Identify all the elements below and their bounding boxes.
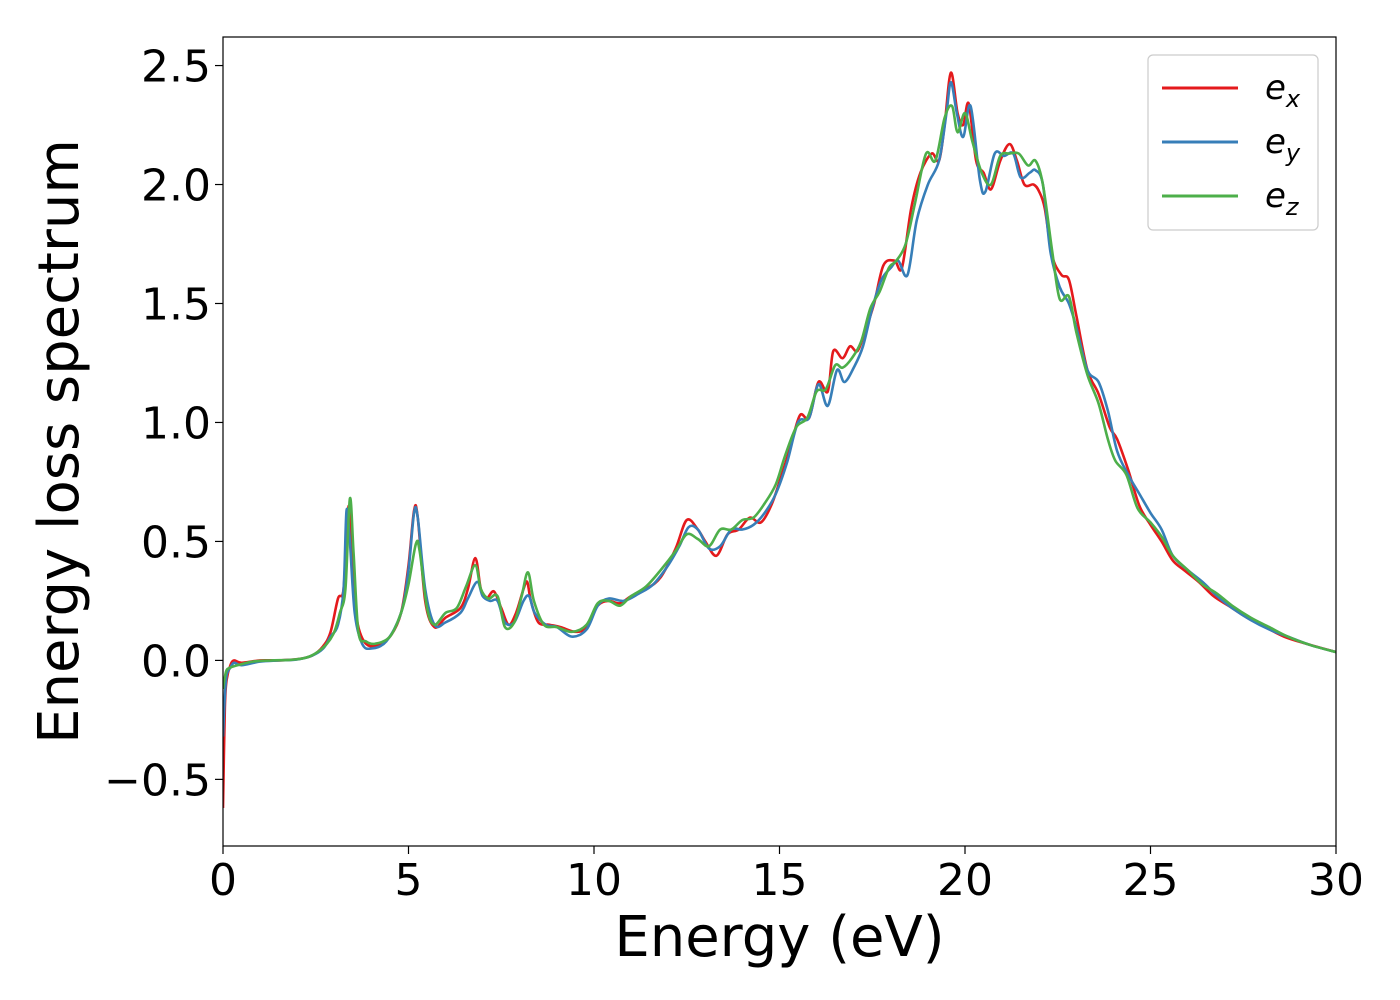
y-axis-ticks: −0.5 0.0 0.5 1.0 1.5 2.0 2.5 [104,42,223,806]
y-tick-label: 2.0 [141,161,211,212]
x-tick-label: 25 [1123,855,1179,906]
series-line-ez [223,104,1336,690]
y-tick-label: 1.0 [141,398,211,449]
y-tick-label: 0.5 [141,517,211,568]
plot-lines [223,71,1336,808]
x-axis-label: Energy (eV) [614,905,944,970]
x-tick-label: 20 [937,855,993,906]
y-axis-label: Energy loss spectrum [27,139,92,744]
x-tick-label: 5 [395,855,423,906]
y-tick-label: 0.0 [141,636,211,687]
y-tick-label: −0.5 [104,755,211,806]
x-tick-label: 15 [752,855,808,906]
x-tick-label: 30 [1308,855,1364,906]
y-tick-label: 2.5 [141,42,211,93]
x-axis-ticks: 0 5 10 15 20 25 30 [209,846,1364,906]
y-tick-label: 1.5 [141,279,211,330]
x-tick-label: 0 [209,855,237,906]
x-tick-label: 10 [566,855,622,906]
